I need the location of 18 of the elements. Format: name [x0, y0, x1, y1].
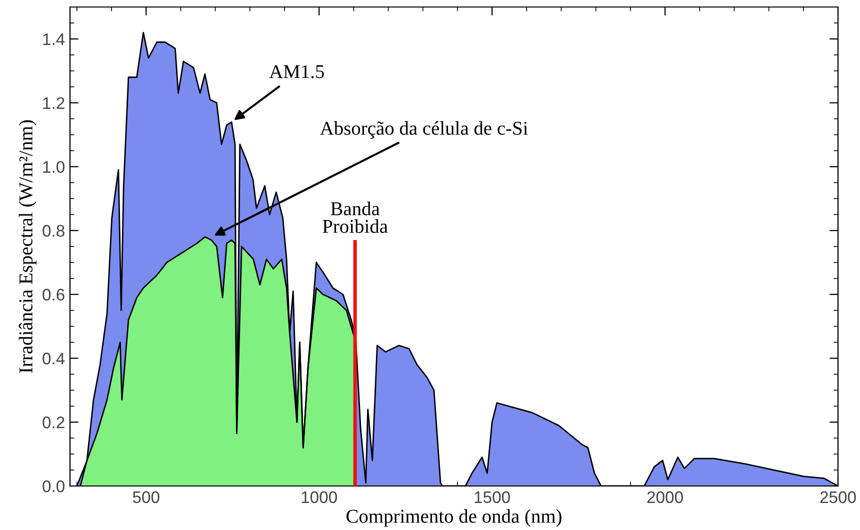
x-tick-label: 2000 — [647, 491, 683, 504]
y-tick-label: 1.0 — [43, 161, 64, 173]
x-tick-label: 1000 — [302, 491, 337, 504]
x-tick-label: 1500 — [474, 491, 510, 504]
ref-line-label: Banda Proibida — [322, 202, 388, 233]
y-axis-title: Irradiância Espectral (W/m²/nm) — [18, 120, 36, 373]
y-tick-label: 1.4 — [43, 34, 65, 45]
y-tick-label: 0.0 — [42, 480, 64, 492]
y-tick-label: 0.8 — [42, 224, 64, 237]
x-tick-label: 2500 — [820, 491, 856, 504]
y-tick-label: 0.2 — [42, 416, 64, 428]
x-tick-label: 500 — [132, 491, 160, 504]
y-tick-label: 0.4 — [42, 352, 65, 364]
y-tick-label: 1.2 — [43, 97, 64, 109]
y-tick-label: 0.6 — [42, 288, 64, 301]
annotation: Absorção da célula de c-Si — [320, 121, 528, 139]
x-axis-title: Comprimento de onda (nm) — [346, 509, 562, 527]
annotation: AM1.5 — [269, 65, 324, 78]
